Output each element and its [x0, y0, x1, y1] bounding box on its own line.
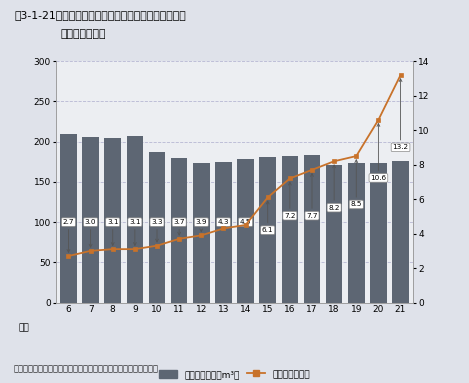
- Text: 7.7: 7.7: [306, 173, 318, 219]
- Text: 8.5: 8.5: [350, 160, 362, 208]
- Bar: [193, 164, 210, 303]
- Bar: [105, 139, 121, 303]
- Text: 10.6: 10.6: [371, 124, 386, 181]
- Text: 4.3: 4.3: [218, 219, 229, 228]
- Text: 資料：「産業廃棄物排出・処理状況調査報告書」より環境省作成: 資料：「産業廃棄物排出・処理状況調査報告書」より環境省作成: [14, 365, 159, 373]
- Text: 3.1: 3.1: [107, 219, 119, 246]
- Bar: [149, 152, 165, 303]
- Bar: [392, 161, 409, 303]
- Bar: [370, 163, 387, 303]
- Bar: [171, 158, 188, 303]
- Text: 3.7: 3.7: [174, 219, 185, 235]
- Text: 3.3: 3.3: [151, 219, 163, 242]
- Text: 13.2: 13.2: [393, 79, 408, 151]
- Bar: [304, 155, 320, 303]
- Bar: [281, 156, 298, 303]
- Legend: 残余容量（百万m³）, 残余年数（年）: 残余容量（百万m³）, 残余年数（年）: [156, 366, 313, 383]
- Bar: [259, 157, 276, 303]
- Bar: [215, 162, 232, 303]
- Text: 4.5: 4.5: [240, 219, 251, 225]
- Text: 6.1: 6.1: [262, 201, 273, 233]
- Text: 2.7: 2.7: [63, 219, 74, 252]
- Bar: [127, 136, 143, 303]
- Bar: [237, 159, 254, 303]
- Text: 8.2: 8.2: [328, 165, 340, 211]
- Text: 3.0: 3.0: [85, 219, 96, 247]
- Text: （産業廃棄物）: （産業廃棄物）: [61, 29, 106, 39]
- Bar: [326, 165, 342, 303]
- Bar: [82, 137, 99, 303]
- Text: 7.2: 7.2: [284, 182, 295, 219]
- Bar: [60, 134, 77, 303]
- Bar: [348, 164, 364, 303]
- Text: 平成: 平成: [19, 323, 30, 332]
- Text: 3.9: 3.9: [196, 219, 207, 232]
- Text: 3.1: 3.1: [129, 219, 141, 246]
- Text: 図3-1-21　最終処分場の残余容量及び残余年数の推移: 図3-1-21 最終処分場の残余容量及び残余年数の推移: [14, 10, 186, 20]
